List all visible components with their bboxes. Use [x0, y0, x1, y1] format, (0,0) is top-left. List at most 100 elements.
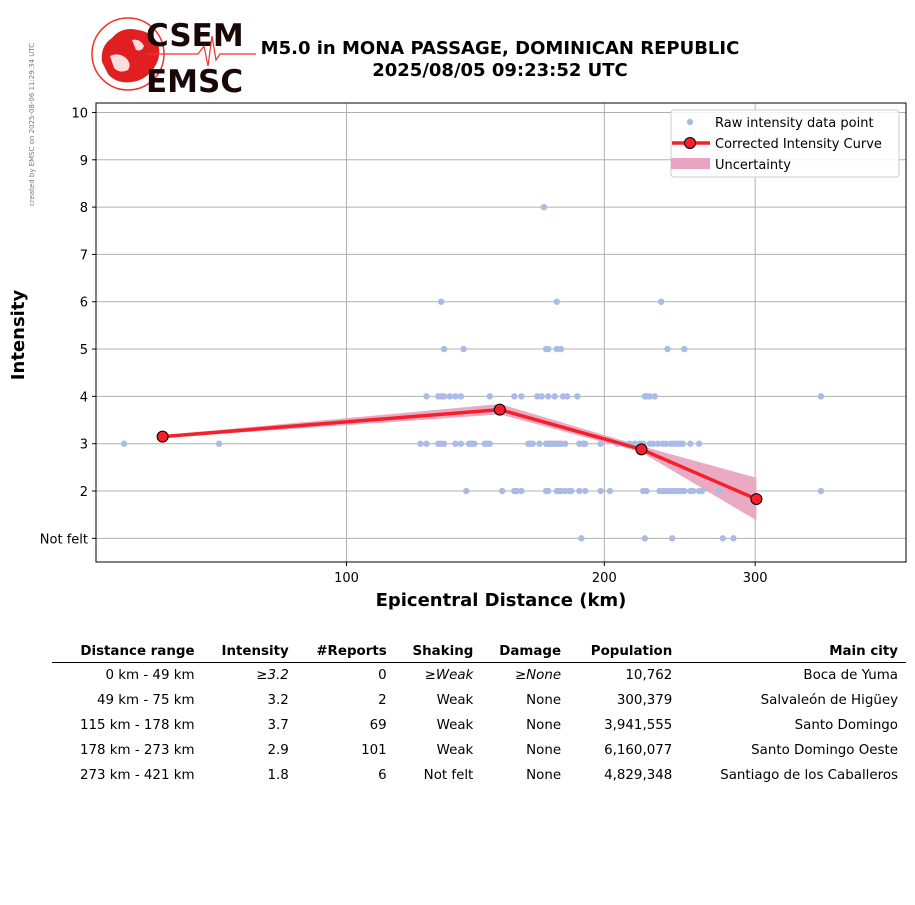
raw-point: [440, 345, 448, 353]
table-cell: 178 km - 273 km: [79, 742, 195, 758]
raw-point: [423, 393, 430, 400]
summary-table: Distance range Intensity #Reports Shaking Da…: [52, 642, 906, 788]
table-row: 178 km - 273 km 2.9 101 Weak None 6,160,077 Sa…: [52, 738, 906, 763]
table-row: 115 km - 178 km 3.7 69 Weak None 3,941,555 San…: [52, 713, 906, 738]
raw-point: [452, 393, 459, 400]
raw-point: [730, 535, 737, 542]
raw-point: [540, 203, 548, 211]
title-line-2: 2025/08/05 09:23:52 UTC: [372, 60, 628, 81]
y-tick-label: 2: [80, 485, 88, 500]
table-cell: None: [526, 767, 562, 783]
y-tick-label: 9: [80, 154, 88, 169]
x-tick-label: 300: [743, 571, 768, 586]
table-cell: 0: [378, 667, 387, 683]
svg-text:EMSC: EMSC: [146, 64, 243, 98]
raw-point: [545, 393, 552, 400]
raw-point: [463, 487, 470, 495]
raw-point: [513, 487, 520, 495]
raw-point: [457, 440, 465, 447]
raw-point: [457, 393, 465, 400]
y-axis-title: Intensity: [8, 289, 29, 381]
table-cell: Santiago de los Caballeros: [720, 767, 898, 783]
raw-point: [536, 440, 543, 447]
y-tick-label: 5: [80, 343, 88, 358]
raw-point: [597, 487, 604, 495]
table-cell: None: [526, 717, 562, 733]
raw-point: [664, 345, 671, 353]
raw-point: [695, 440, 703, 447]
legend-uncertainty-patch: [671, 158, 710, 169]
curve-point: [156, 430, 169, 443]
table-row: 49 km - 75 km 3.2 2 Weak None 300,379 Salvaleó…: [52, 688, 906, 713]
table-row: 0 km - 49 km ≥3.2 0 ≥Weak ≥None 10,762 Boca de…: [52, 663, 906, 689]
raw-point: [440, 393, 448, 400]
legend-label: Uncertainty: [715, 158, 791, 173]
raw-point: [538, 393, 545, 400]
y-tick-label: 3: [80, 438, 88, 453]
emsc-logo: CSEM EMSC: [91, 17, 256, 98]
raw-point: [681, 487, 688, 495]
raw-point: [438, 298, 445, 305]
raw-point: [423, 440, 430, 447]
table-cell: 2: [378, 692, 387, 708]
legend-label: Raw intensity data point: [715, 116, 874, 131]
raw-point: [597, 440, 604, 447]
table-cell: Not felt: [423, 767, 474, 783]
raw-point: [606, 487, 614, 495]
raw-point: [511, 393, 518, 400]
table-cell: Weak: [436, 692, 474, 708]
table-cell: ≥3.2: [256, 667, 289, 683]
raw-point: [578, 535, 585, 542]
raw-point: [649, 440, 657, 447]
raw-point: [471, 440, 478, 447]
raw-point: [698, 487, 706, 495]
raw-point: [440, 440, 448, 447]
x-axis-title: Epicentral Distance (km): [375, 590, 627, 611]
raw-point: [452, 440, 459, 447]
curve-point: [750, 493, 763, 506]
table-header-row: Distance range Intensity #Reports Shaking Da…: [52, 642, 906, 663]
y-tick-label: 4: [80, 390, 88, 405]
table-cell: 101: [361, 742, 387, 758]
raw-point: [215, 440, 223, 447]
curve-point: [493, 403, 506, 416]
table-cell: ≥Weak: [424, 667, 474, 683]
raw-point: [582, 440, 589, 447]
raw-point: [654, 440, 662, 447]
raw-point: [557, 345, 565, 353]
table-cell: Santo Domingo Oeste: [751, 742, 898, 758]
legend-raw-marker: [686, 118, 694, 126]
table-body: 0 km - 49 km ≥3.2 0 ≥Weak ≥None 10,762 Boca de…: [52, 663, 906, 789]
y-tick-label: 8: [80, 201, 88, 216]
raw-point: [518, 393, 525, 400]
table-cell: 49 km - 75 km: [96, 692, 195, 708]
raw-point: [719, 535, 726, 542]
raw-point: [646, 393, 653, 400]
raw-point: [486, 440, 494, 447]
raw-point: [643, 487, 650, 495]
table-header-cell: Population: [569, 642, 681, 663]
table-row: 273 km - 421 km 1.8 6 Not felt None 4,829,348…: [52, 763, 906, 788]
raw-point: [446, 393, 453, 400]
grid-lines: [96, 103, 906, 562]
table-header-cell: Main city: [680, 642, 906, 663]
raw-point: [817, 487, 825, 495]
table-header-cell: Distance range: [52, 642, 203, 663]
table-cell: 6,160,077: [604, 742, 673, 758]
table-cell: 2.9: [267, 742, 289, 758]
x-tick-label: 100: [334, 571, 359, 586]
raw-point: [518, 487, 525, 495]
legend-box: [670, 109, 900, 178]
table-cell: 115 km - 178 km: [79, 717, 195, 733]
table-cell: Boca de Yuma: [803, 667, 898, 683]
raw-point: [499, 487, 506, 495]
y-tick-label: 6: [80, 296, 88, 311]
table-cell: None: [526, 692, 562, 708]
table-cell: 3.7: [267, 717, 289, 733]
table-header-cell: Shaking: [394, 642, 482, 663]
raw-point: [561, 440, 569, 447]
legend: Raw intensity data point Corrected Intens…: [670, 109, 900, 178]
curve-line: [162, 407, 758, 501]
raw-point: [564, 393, 571, 400]
raw-point: [529, 440, 536, 447]
